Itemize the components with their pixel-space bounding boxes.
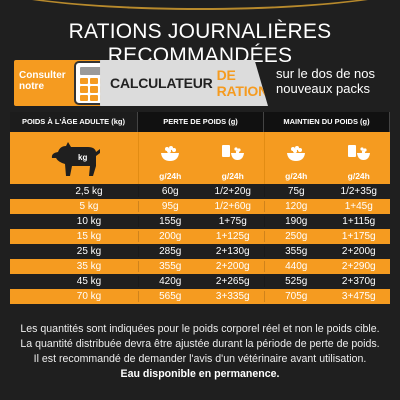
row-loss-mix: 1+125g	[215, 231, 250, 242]
row-loss-mix: 2+200g	[215, 261, 250, 272]
row-weight: 45 kg	[76, 276, 102, 287]
row-loss-mix: 1/2+60g	[214, 201, 251, 212]
header-weight-maintenance: MAINTIEN DU POIDS (g)	[264, 112, 390, 132]
calculator-name-part2: DE RATION	[216, 67, 269, 99]
footer-line-4: Eau disponible en permanence.	[120, 368, 280, 380]
row-weight: 25 kg	[76, 246, 102, 257]
table-header-row: POIDS À L'ÂGE ADULTE (kg) PERTE DE POIDS…	[10, 112, 390, 132]
table-row: 25 kg 285g 2+130g 355g 2+200g	[10, 244, 390, 259]
table-row: 2,5 kg 60g 1/2+20g 75g 1/2+35g	[10, 184, 390, 199]
row-weight: 2,5 kg	[75, 186, 103, 197]
row-maint-dry: 75g	[287, 186, 305, 197]
row-loss-dry: 200g	[159, 231, 182, 242]
row-maint-dry: 440g	[285, 261, 308, 272]
calculator-name-part1: CALCULATEUR	[110, 75, 213, 91]
row-loss-mix: 3+335g	[215, 291, 250, 302]
header-adult-weight: POIDS À L'ÂGE ADULTE (kg)	[10, 112, 138, 132]
row-maint-dry: 355g	[285, 246, 308, 257]
row-loss-dry: 355g	[159, 261, 182, 272]
row-maint-dry: 705g	[285, 291, 308, 302]
row-maint-mix: 2+290g	[341, 261, 376, 272]
table-row: 45 kg 420g 2+265g 525g 2+370g	[10, 274, 390, 289]
dog-icon: kg	[51, 142, 100, 176]
maint-mix-subheader: g/24h	[328, 132, 391, 184]
row-weight: 10 kg	[76, 216, 102, 227]
footer-line-2: La quantité distribuée devra être ajusté…	[20, 338, 380, 350]
row-maint-mix: 2+370g	[341, 276, 376, 287]
row-loss-mix: 2+130g	[215, 246, 250, 257]
maint-dry-subheader: g/24h	[265, 132, 328, 184]
row-maint-mix: 2+200g	[341, 246, 376, 257]
row-weight: 15 kg	[76, 231, 102, 242]
header-weight-loss: PERTE DE POIDS (g)	[138, 112, 264, 132]
footer-notes: Les quantités sont indiquées pour le poi…	[0, 322, 400, 382]
row-loss-dry: 420g	[159, 276, 182, 287]
calculator-note: sur le dos de nos nouveaux packs	[276, 66, 376, 96]
table-row: 10 kg 155g 1+75g 190g 1+115g	[10, 214, 390, 229]
can-and-bowl-icon	[347, 145, 370, 160]
calculator-banner-left: Consulter notre	[14, 60, 114, 106]
row-maint-dry: 250g	[285, 231, 308, 242]
row-weight: 35 kg	[76, 261, 102, 272]
table-row: 5 kg 95g 1/2+60g 120g 1+45g	[10, 199, 390, 214]
row-loss-dry: 95g	[161, 201, 179, 212]
row-maint-mix: 1+45g	[344, 201, 373, 212]
row-maint-mix: 3+475g	[341, 291, 376, 302]
row-maint-dry: 190g	[285, 216, 308, 227]
table-row: 70 kg 565g 3+335g 705g 3+475g	[10, 289, 390, 304]
row-maint-mix: 1/2+35g	[340, 186, 377, 197]
calculator-banner: Consulter notre CALCULATEUR DE RATION	[14, 60, 268, 106]
row-loss-mix: 1+75g	[218, 216, 247, 227]
calculator-name: CALCULATEUR DE RATION	[100, 60, 268, 106]
footer-line-3: Il est recommandé de demander l'avis d'u…	[33, 353, 367, 365]
row-loss-dry: 155g	[159, 216, 182, 227]
loss-dry-subheader: g/24h	[139, 132, 202, 184]
bowl-icon	[161, 146, 180, 161]
row-weight: 5 kg	[79, 201, 99, 212]
row-maint-dry: 120g	[285, 201, 308, 212]
row-loss-dry: 60g	[161, 186, 179, 197]
row-weight: 70 kg	[76, 291, 102, 302]
row-loss-dry: 565g	[159, 291, 182, 302]
row-maint-mix: 1+175g	[341, 231, 376, 242]
dog-kg-label: kg	[78, 153, 87, 162]
table-icon-row: kg g/24h g/24h	[10, 132, 390, 184]
row-loss-mix: 1/2+20g	[214, 186, 251, 197]
ration-table: POIDS À L'ÂGE ADULTE (kg) PERTE DE POIDS…	[10, 112, 390, 304]
top-decorative-arc	[0, 0, 400, 12]
table-row: 35 kg 355g 2+200g 440g 2+290g	[10, 259, 390, 274]
consult-label: Consulter notre	[19, 70, 66, 92]
bowl-icon	[287, 146, 306, 161]
can-and-bowl-icon	[221, 145, 244, 160]
row-loss-mix: 2+265g	[215, 276, 250, 287]
table-row: 15 kg 200g 1+125g 250g 1+175g	[10, 229, 390, 244]
row-maint-mix: 1+115g	[342, 216, 376, 227]
row-loss-dry: 285g	[159, 246, 182, 257]
footer-line-1: Les quantités sont indiquées pour le poi…	[20, 323, 380, 335]
row-maint-dry: 525g	[285, 276, 308, 287]
loss-mix-subheader: g/24h	[202, 132, 265, 184]
